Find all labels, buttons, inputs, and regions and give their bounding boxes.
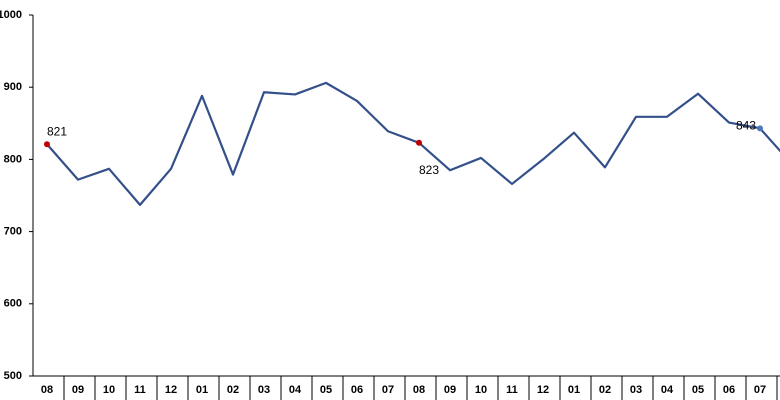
y-tick-label: 800 — [4, 153, 22, 165]
x-tick-label: 12 — [165, 384, 177, 396]
y-tick-label: 900 — [4, 81, 22, 93]
x-tick-label: 01 — [196, 384, 208, 396]
x-tick-label: 03 — [630, 384, 642, 396]
x-tick-label: 07 — [754, 384, 766, 396]
x-tick-label: 08 — [41, 384, 53, 396]
y-tick-label: 600 — [4, 298, 22, 310]
x-tick-label: 08 — [413, 384, 425, 396]
x-tick-label: 02 — [227, 384, 239, 396]
x-tick-label: 09 — [72, 384, 84, 396]
x-tick-label: 07 — [382, 384, 394, 396]
x-tick-label: 03 — [258, 384, 270, 396]
point-marker — [44, 141, 50, 148]
x-tick-label: 12 — [537, 384, 549, 396]
data-label: 821 — [47, 124, 67, 138]
line-series — [46, 81, 780, 206]
x-tick-label: 05 — [692, 384, 704, 396]
x-tick-label: 01 — [568, 384, 580, 396]
x-tick-label: 04 — [289, 384, 302, 396]
point-marker — [416, 139, 422, 146]
x-tick-label: 10 — [103, 384, 115, 396]
data-label: 823 — [419, 163, 439, 177]
x-tick-label: 11 — [506, 384, 518, 396]
data-label: 843 — [736, 119, 756, 133]
y-tick-label: 1000 — [0, 9, 22, 21]
x-tick-label: 02 — [599, 384, 611, 396]
x-tick-label: 04 — [661, 384, 674, 396]
point-marker — [757, 125, 763, 132]
x-tick-label: 05 — [320, 384, 332, 396]
x-tick-label: 06 — [723, 384, 735, 396]
y-tick-label: 700 — [4, 226, 22, 238]
x-tick-label: 09 — [444, 384, 456, 396]
x-tick-label: 10 — [475, 384, 487, 396]
y-tick-label: 500 — [4, 370, 22, 382]
x-tick-label: 06 — [351, 384, 363, 396]
x-tick-label: 11 — [134, 384, 146, 396]
